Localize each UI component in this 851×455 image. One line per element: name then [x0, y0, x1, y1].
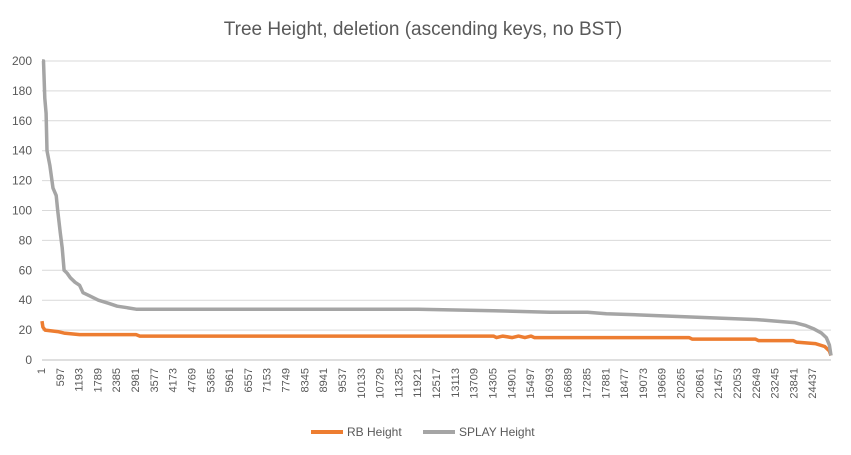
- x-tick-label: 14901: [506, 368, 518, 399]
- y-tick-label: 60: [19, 263, 33, 277]
- x-tick-label: 5365: [205, 368, 217, 392]
- y-tick-label: 140: [12, 144, 32, 158]
- x-tick-label: 18477: [619, 368, 631, 399]
- x-tick-label: 15497: [525, 368, 537, 399]
- series-line-rb-height: [40, 320, 833, 357]
- x-tick-label: 3577: [149, 368, 161, 392]
- legend: RB Height SPLAY Height: [311, 425, 535, 439]
- legend-label: SPLAY Height: [459, 425, 535, 439]
- legend-label: RB Height: [347, 425, 402, 439]
- x-tick-label: 4769: [186, 368, 198, 392]
- x-tick-label: 11921: [412, 368, 424, 398]
- x-tick-label: 8345: [299, 368, 311, 392]
- x-tick-label: 23841: [788, 368, 800, 399]
- x-tick-label: 14305: [487, 368, 499, 399]
- x-axis-ticks: 1 597 1193 1789 2385 2981 3577 4173 4769 5365 5961…: [36, 368, 819, 399]
- y-tick-label: 40: [19, 293, 33, 307]
- x-tick-label: 16093: [544, 368, 556, 399]
- x-tick-label: 1193: [74, 368, 86, 392]
- series-line-splay-height: [41, 59, 833, 356]
- y-tick-label: 120: [12, 174, 32, 188]
- x-tick-label: 13709: [469, 368, 481, 399]
- gridlines: [42, 60, 831, 361]
- x-tick-label: 1: [36, 368, 48, 374]
- series-lines: [40, 59, 833, 357]
- y-tick-label: 200: [12, 54, 32, 68]
- x-tick-label: 9537: [337, 368, 349, 392]
- y-tick-label: 160: [12, 114, 32, 128]
- x-tick-label: 10729: [375, 368, 387, 399]
- x-tick-label: 11325: [393, 368, 405, 398]
- x-tick-label: 7153: [262, 368, 274, 392]
- x-tick-label: 7749: [281, 368, 293, 392]
- x-tick-label: 1789: [92, 368, 104, 392]
- x-tick-label: 8941: [318, 368, 330, 392]
- x-tick-label: 2981: [130, 368, 142, 392]
- x-tick-label: 16689: [563, 368, 575, 399]
- x-tick-label: 2385: [111, 368, 123, 392]
- x-tick-label: 23245: [770, 368, 782, 399]
- y-tick-label: 0: [25, 353, 32, 367]
- x-tick-label: 6557: [243, 368, 255, 392]
- x-tick-label: 22053: [732, 368, 744, 399]
- x-tick-label: 17285: [582, 368, 594, 399]
- x-tick-label: 17881: [600, 368, 612, 399]
- x-tick-label: 5961: [224, 368, 236, 392]
- y-tick-label: 180: [12, 84, 32, 98]
- chart-title: Tree Height, deletion (ascending keys, n…: [224, 19, 623, 40]
- y-axis-ticks: 0 20 40 60 80 100 120 140 160 180 200: [12, 54, 32, 367]
- x-tick-label: 20265: [676, 368, 688, 399]
- x-tick-label: 4173: [168, 368, 180, 392]
- x-tick-label: 19669: [657, 368, 669, 399]
- y-tick-label: 20: [19, 323, 33, 337]
- x-tick-label: 19073: [638, 368, 650, 399]
- x-tick-label: 597: [55, 368, 67, 386]
- x-tick-label: 10133: [356, 368, 368, 399]
- x-tick-label: 24437: [807, 368, 819, 399]
- x-tick-label: 22649: [751, 368, 763, 399]
- x-tick-label: 21457: [713, 368, 725, 399]
- x-tick-label: 13113: [450, 368, 462, 398]
- x-tick-label: 20861: [694, 368, 706, 399]
- y-tick-label: 100: [12, 204, 32, 218]
- y-tick-label: 80: [19, 233, 33, 247]
- x-tick-label: 12517: [431, 368, 443, 399]
